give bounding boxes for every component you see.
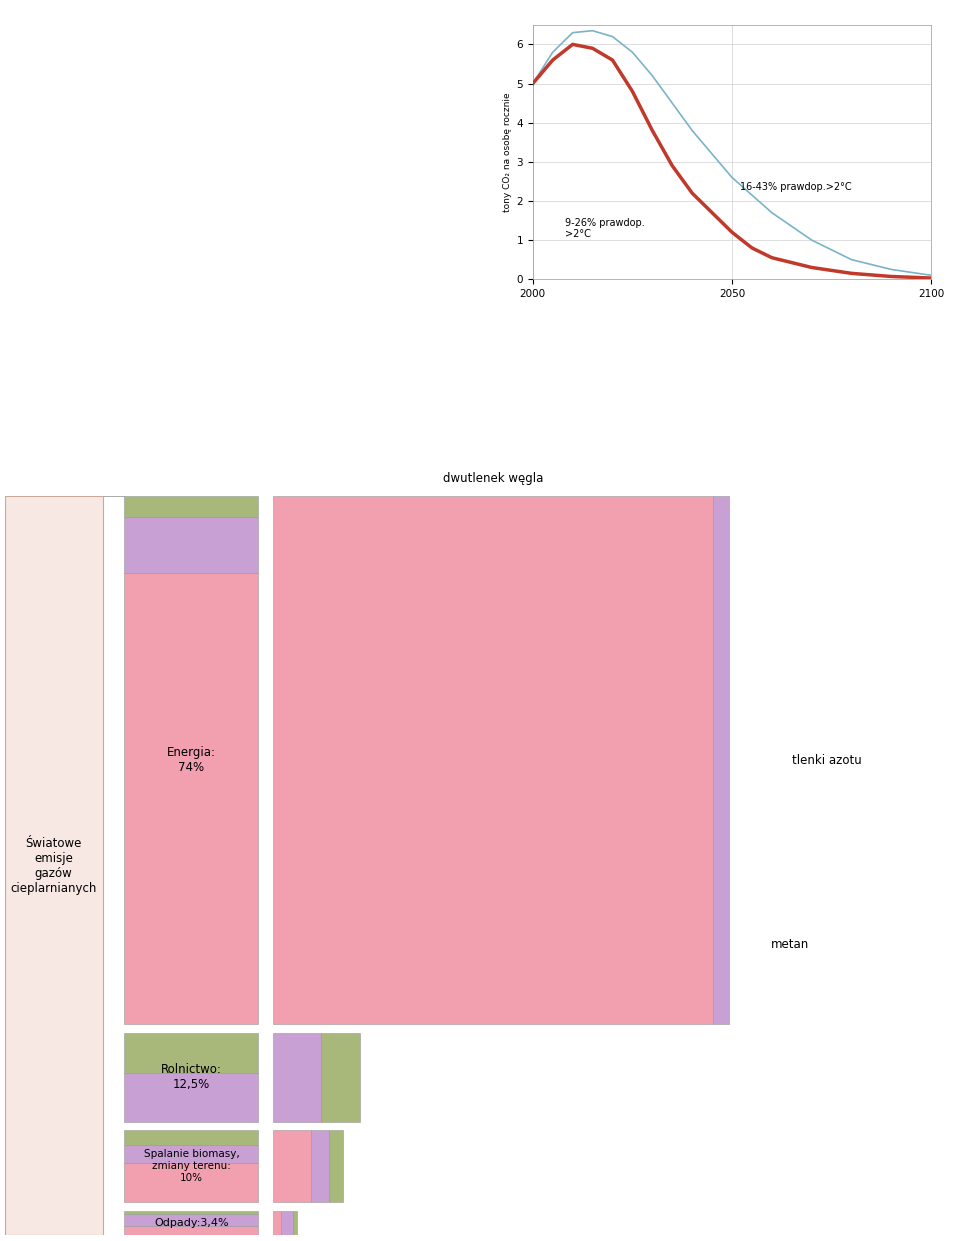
Y-axis label: tony CO₂ na osobę rocznie: tony CO₂ na osobę rocznie (503, 92, 513, 212)
Bar (125, 1131, 258, 1144)
Bar (273, 496, 713, 1024)
Bar (125, 496, 258, 517)
Text: Spalanie biomasy,
zmiany terenu:
10%: Spalanie biomasy, zmiany terenu: 10% (144, 1149, 239, 1183)
Text: Światowe
emisje
gazów
cieplarnianych: Światowe emisje gazów cieplarnianych (11, 836, 97, 895)
Bar (125, 517, 258, 573)
Bar (125, 1163, 258, 1201)
Bar (321, 1033, 360, 1122)
Bar (281, 1210, 293, 1235)
Text: metan: metan (771, 938, 809, 951)
Text: 16-43% prawdop.>2°C: 16-43% prawdop.>2°C (740, 182, 852, 192)
Bar (293, 1210, 297, 1235)
Text: Rolnictwo:
12,5%: Rolnictwo: 12,5% (161, 1064, 222, 1091)
Bar (5, 496, 103, 1235)
Bar (767, 496, 788, 1024)
Bar (125, 1144, 258, 1163)
Bar (125, 1033, 258, 1072)
Bar (125, 1226, 258, 1235)
Bar (328, 1131, 343, 1201)
Text: Odpady:3,4%: Odpady:3,4% (155, 1217, 228, 1227)
Text: Energia:
74%: Energia: 74% (167, 746, 216, 774)
Bar (125, 1072, 258, 1122)
Bar (125, 573, 258, 1024)
Text: tlenki azotu: tlenki azotu (792, 753, 861, 767)
Bar (125, 1214, 258, 1226)
Bar (125, 1210, 258, 1214)
Bar (713, 496, 767, 1024)
Text: dwutlenek węgla: dwutlenek węgla (443, 473, 543, 485)
Text: 9-26% prawdop.
>2°C: 9-26% prawdop. >2°C (564, 217, 644, 240)
Bar (311, 1131, 328, 1201)
Bar (273, 1033, 321, 1122)
Bar (273, 1131, 311, 1201)
Bar (273, 1210, 281, 1235)
